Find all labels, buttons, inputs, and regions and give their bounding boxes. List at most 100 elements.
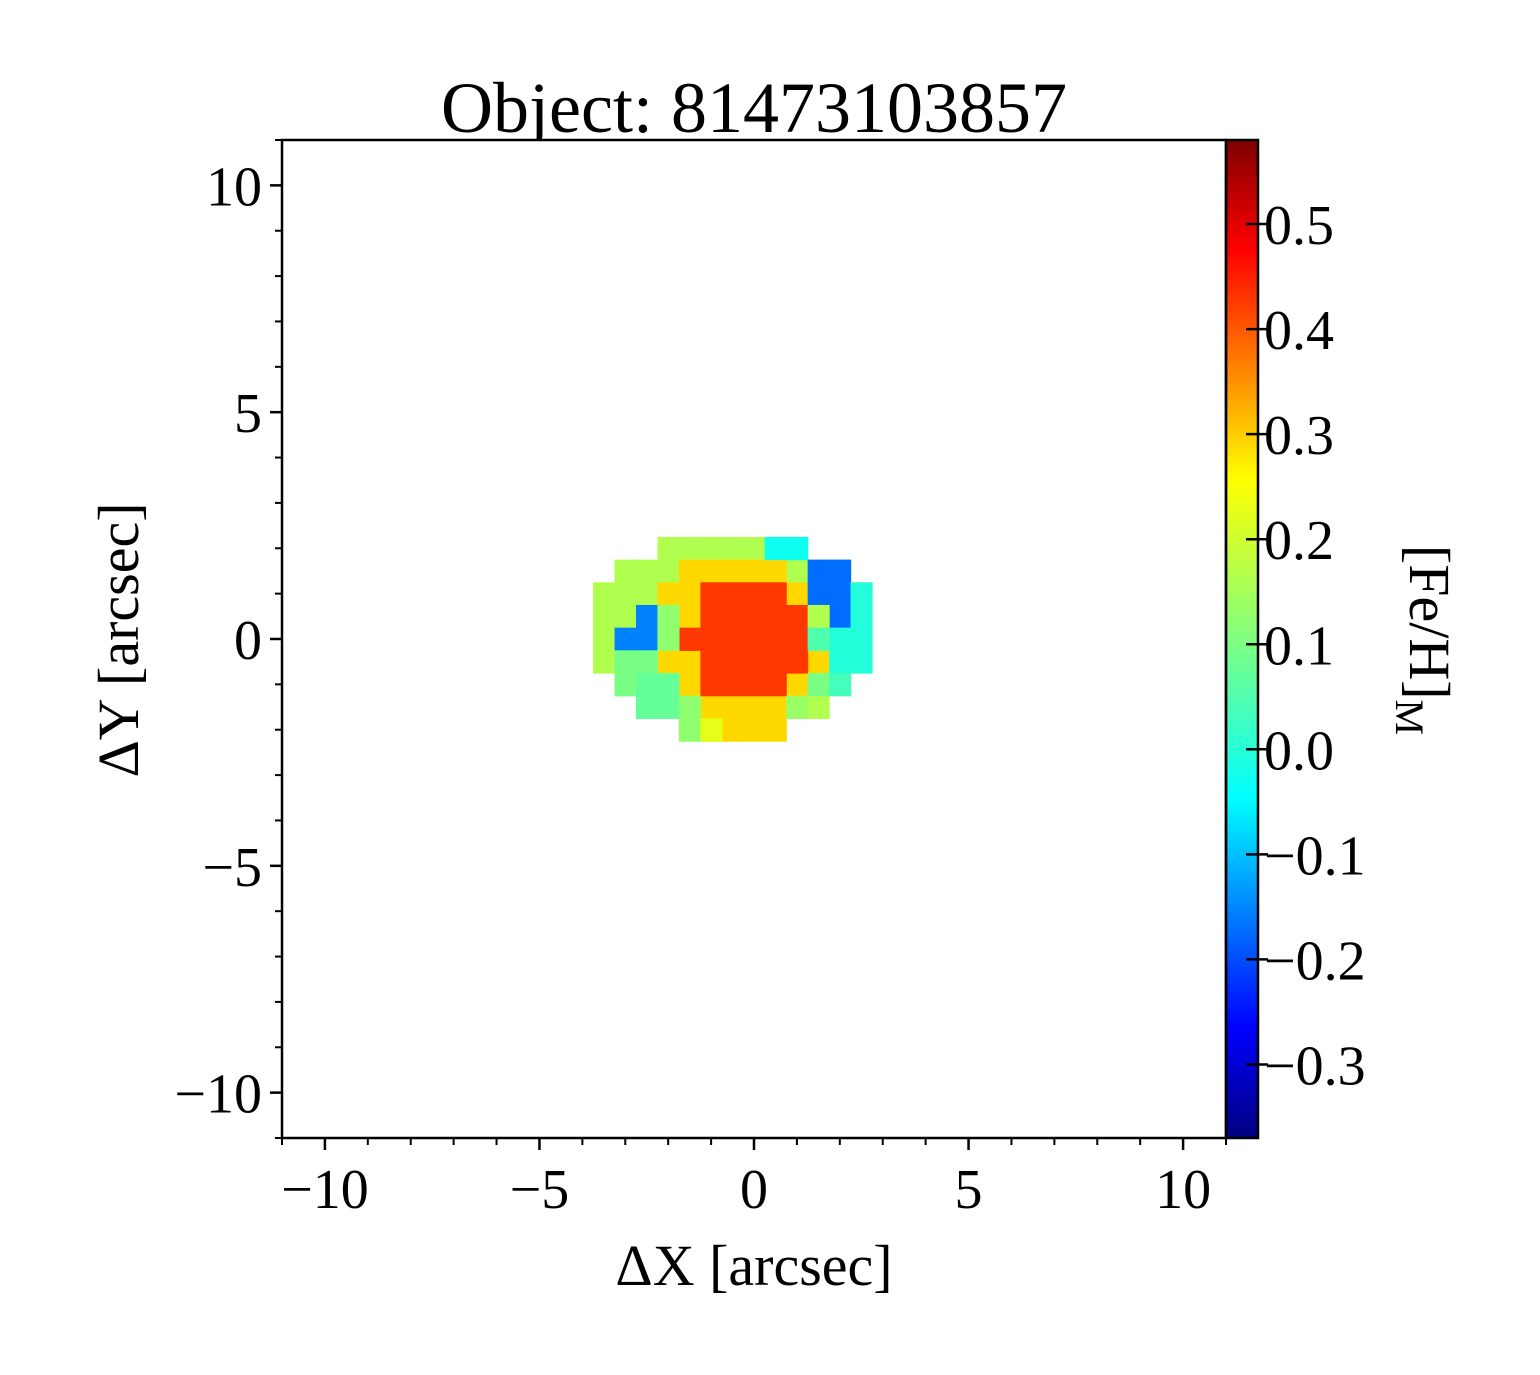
map-pixel <box>764 536 787 561</box>
map-pixel <box>764 673 787 697</box>
map-pixel <box>657 604 680 629</box>
map-pixel <box>721 536 744 561</box>
map-pixel <box>743 604 766 629</box>
map-pixel <box>593 604 616 629</box>
map-pixel <box>636 559 659 583</box>
map-pixel <box>829 582 852 606</box>
map-pixel <box>850 582 873 606</box>
map-pixel <box>807 582 830 606</box>
chart-title: Object: 81473103857 <box>441 68 1067 148</box>
map-pixel <box>614 627 637 651</box>
map-pixel <box>678 536 701 561</box>
map-pixel <box>721 582 744 606</box>
map-pixel <box>678 604 701 629</box>
colorbar-tick-label: −0.3 <box>1264 1035 1366 1097</box>
colorbar-label: [Fe/H]M <box>1387 545 1462 735</box>
map-pixel <box>786 695 809 719</box>
map-pixel <box>700 604 723 629</box>
x-tick-label: −10 <box>281 1159 369 1221</box>
colorbar-tick-label: 0.4 <box>1264 300 1334 362</box>
metallicity-map <box>593 536 873 742</box>
map-pixel <box>636 695 659 719</box>
x-tick-label: 10 <box>1155 1159 1211 1221</box>
colorbar-tick-label: −0.1 <box>1264 825 1366 887</box>
map-pixel <box>700 582 723 606</box>
map-pixel <box>807 673 830 697</box>
map-pixel <box>807 650 830 674</box>
map-pixel <box>764 718 787 742</box>
x-tick-label: 0 <box>740 1159 768 1221</box>
map-pixel <box>764 559 787 583</box>
map-pixel <box>657 536 680 561</box>
map-pixel <box>807 695 830 719</box>
map-pixel <box>614 673 637 697</box>
map-pixel <box>829 627 852 651</box>
colorbar-ticks: 0.5 0.4 0.3 0.2 0.1 0.0 −0.1 −0.2 −0.3 <box>1246 195 1366 1097</box>
map-pixel <box>657 627 680 651</box>
map-pixel <box>700 627 723 651</box>
map-pixel <box>829 559 852 583</box>
map-pixel <box>678 718 701 742</box>
svg-text:[Fe/H]M: [Fe/H]M <box>1387 545 1462 735</box>
map-pixel <box>593 650 616 674</box>
map-pixel <box>614 604 637 629</box>
map-pixel <box>764 627 787 651</box>
map-pixel <box>850 604 873 629</box>
colorbar-label-main: [Fe/H] <box>1397 545 1462 700</box>
map-pixel <box>721 559 744 583</box>
map-pixel <box>743 559 766 583</box>
map-pixel <box>614 559 637 583</box>
x-axis-ticks: −10 −5 0 5 10 <box>281 1138 1227 1221</box>
y-tick-label: 5 <box>234 383 262 445</box>
map-pixel <box>721 673 744 697</box>
map-pixel <box>743 627 766 651</box>
map-pixel <box>700 695 723 719</box>
map-pixel <box>786 673 809 697</box>
map-pixel <box>786 604 809 629</box>
y-tick-label: 10 <box>206 156 262 218</box>
map-pixel <box>786 627 809 651</box>
map-pixel <box>764 604 787 629</box>
map-pixel <box>636 604 659 629</box>
map-pixel <box>700 650 723 674</box>
map-pixel <box>636 650 659 674</box>
map-pixel <box>743 673 766 697</box>
y-tick-label: −5 <box>202 837 262 899</box>
map-pixel <box>829 650 852 674</box>
map-pixel <box>764 650 787 674</box>
map-pixel <box>678 673 701 697</box>
colorbar <box>1224 138 1260 1140</box>
map-pixel <box>807 627 830 651</box>
map-pixel <box>743 536 766 561</box>
map-pixel <box>657 650 680 674</box>
x-tick-label: −5 <box>510 1159 570 1221</box>
y-tick-label: 0 <box>234 610 262 672</box>
y-tick-label: −10 <box>174 1064 262 1126</box>
colorbar-tick-label: 0.5 <box>1264 195 1334 257</box>
map-pixel <box>786 536 809 561</box>
map-pixel <box>593 582 616 606</box>
x-tick-label: 5 <box>955 1159 983 1221</box>
map-pixel <box>700 673 723 697</box>
map-pixel <box>850 650 873 674</box>
colorbar-tick-label: 0.3 <box>1264 405 1334 467</box>
map-pixel <box>786 650 809 674</box>
map-pixel <box>614 650 637 674</box>
map-pixel <box>721 627 744 651</box>
map-pixel <box>678 650 701 674</box>
map-pixel <box>700 536 723 561</box>
map-pixel <box>743 582 766 606</box>
colorbar-tick-label: 0.1 <box>1264 615 1334 677</box>
map-pixel <box>636 582 659 606</box>
y-axis-ticks: 10 5 0 −5 −10 <box>174 139 282 1139</box>
map-pixel <box>678 559 701 583</box>
map-pixel <box>700 718 723 742</box>
y-axis-label: ΔY [arcsec] <box>86 502 151 777</box>
map-pixel <box>743 695 766 719</box>
map-pixel <box>807 604 830 629</box>
colorbar-tick-label: −0.2 <box>1264 930 1366 992</box>
map-pixel <box>850 627 873 651</box>
map-pixel <box>614 582 637 606</box>
map-pixel <box>636 673 659 697</box>
